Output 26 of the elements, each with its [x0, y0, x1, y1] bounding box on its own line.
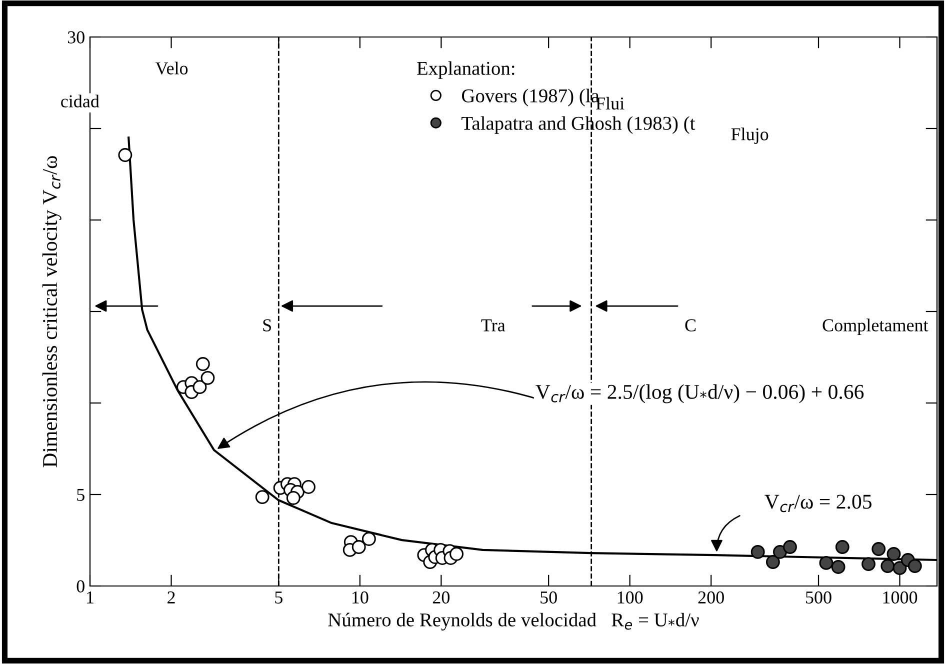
x-tick-label: 500	[806, 591, 832, 604]
legend-title: Explanation:	[417, 61, 514, 79]
y-tick-label: 30	[68, 31, 84, 44]
annotation: C	[685, 319, 696, 332]
x-tick-label: 20	[432, 591, 450, 604]
x-tick-label: 10	[352, 591, 368, 604]
y-axis-title: Dimensionless critical velocity V$_{cr}$/ω	[42, 156, 62, 468]
annotation: Flujo	[731, 128, 768, 144]
annotation: Velo	[155, 62, 188, 75]
x-tick-label: 1	[87, 591, 94, 604]
annotation: Tra	[481, 319, 506, 332]
annotation: cidad	[61, 94, 100, 108]
annotation: V$_{cr}$/ω = 2.5/(log (U$_{*}$d/ν) − 0.06) + 0.66	[536, 384, 864, 404]
x-tick-label: 100	[618, 591, 643, 604]
x-tick-label: 200	[698, 591, 724, 604]
annotation: Completament	[822, 318, 928, 336]
annotation: S	[263, 319, 271, 332]
y-tick-label: 5	[77, 488, 84, 501]
legend-label: Talapatra and Ghosh (1983) (t	[462, 116, 696, 134]
x-tick-label: 5	[275, 592, 282, 604]
x-tick-label: 2	[168, 591, 175, 604]
y-tick-label: 0	[76, 580, 84, 592]
x-tick-label: 1000	[883, 591, 918, 604]
annotation: V$_{cr}$/ω = 2.05	[764, 494, 872, 512]
x-tick-label: 50	[540, 591, 557, 604]
x-axis-title: Número de Reynolds de velocidad R$_{e}$ = U$_{*}$d/ν	[328, 612, 699, 631]
